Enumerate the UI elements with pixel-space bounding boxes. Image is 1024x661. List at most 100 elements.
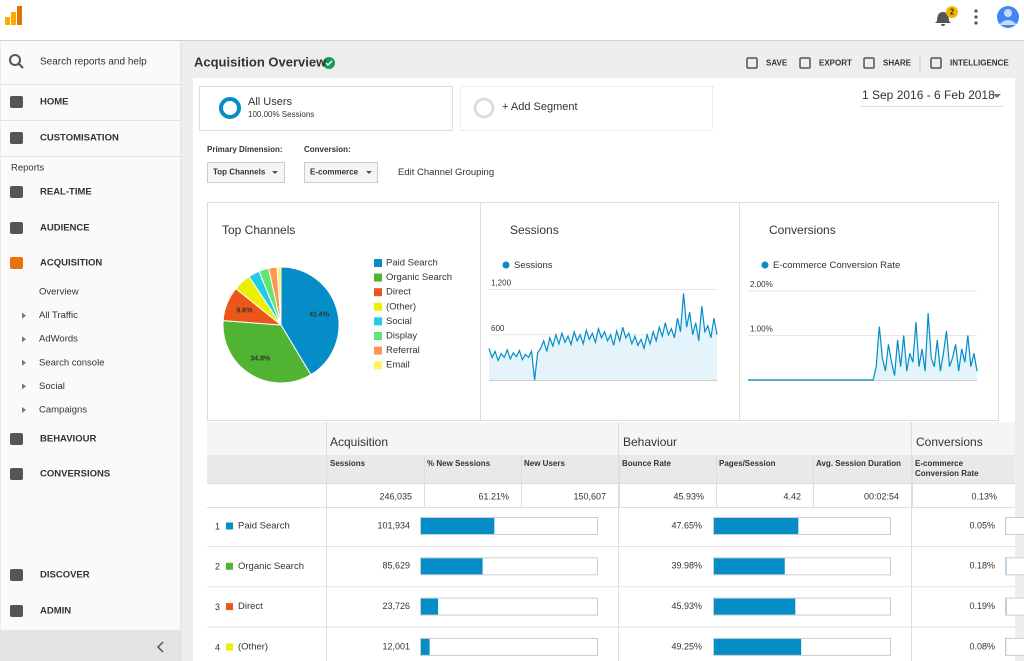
- cell-value: 0.19%: [969, 601, 995, 611]
- y-tick-label: 600: [491, 324, 505, 333]
- cell-value: 0.18%: [969, 561, 995, 571]
- bar: [421, 558, 483, 575]
- date-range[interactable]: 1 Sep 2016 - 6 Feb 2018: [862, 88, 995, 102]
- sidebar: [0, 39, 182, 661]
- conversion-dropdown[interactable]: [304, 162, 378, 183]
- badge-count: 2: [950, 8, 955, 17]
- search-input[interactable]: Search reports and help: [40, 57, 147, 68]
- legend-swatch: [374, 273, 382, 282]
- nav-item[interactable]: HOME: [40, 97, 69, 108]
- column-header: Avg. Session Duration: [816, 459, 902, 468]
- action-button[interactable]: EXPORT: [819, 59, 852, 68]
- nav-item[interactable]: DISCOVER: [40, 570, 90, 581]
- bar: [714, 518, 799, 534]
- legend-swatch: [374, 259, 382, 267]
- expand-arrow: [22, 407, 26, 413]
- nav-item[interactable]: CONVERSIONS: [40, 469, 110, 480]
- control-label: Conversion:: [304, 145, 351, 154]
- pie-slice: [276, 266, 282, 326]
- legend-swatch: [374, 317, 382, 326]
- nav-item[interactable]: ACQUISITION: [40, 258, 102, 269]
- avatar-head: [1004, 9, 1012, 17]
- collapse-bar[interactable]: [0, 630, 181, 661]
- total-value: 00:02:54: [864, 491, 899, 501]
- segment-name: All Users: [248, 96, 293, 108]
- column-header-box: % New Sessions: [427, 459, 490, 468]
- channel-link[interactable]: (Other): [238, 641, 268, 652]
- nav-icon: [10, 222, 23, 234]
- y-tick-label: 1,200: [491, 279, 512, 288]
- account-selector[interactable]: [30, 0, 165, 38]
- dropdown-value[interactable]: Top Channels: [213, 168, 266, 177]
- add-segment[interactable]: + Add Segment: [502, 101, 578, 113]
- sub-nav-item[interactable]: Search console: [39, 357, 104, 368]
- expand-arrow: [22, 359, 26, 366]
- control-label: Primary Dimension:: [207, 145, 283, 154]
- bar: [421, 598, 439, 615]
- channel-link[interactable]: Organic Search: [238, 561, 304, 572]
- channel-swatch: [226, 562, 233, 570]
- chart-title: Top Channels: [222, 223, 295, 237]
- legend-label: Sessions: [514, 260, 553, 271]
- legend-label: Paid Search: [386, 258, 438, 269]
- badge: [946, 6, 958, 18]
- add-segment-ring: [473, 97, 495, 119]
- sub-nav-item[interactable]: Social: [39, 381, 65, 392]
- row-index: 2: [215, 562, 220, 572]
- sub-nav-item[interactable]: AdWords: [39, 334, 78, 345]
- group-header: Conversions: [916, 435, 983, 449]
- nav-item[interactable]: ADMIN: [40, 606, 71, 617]
- cell-value: 85,629: [382, 561, 410, 571]
- collapse-icon: [156, 641, 164, 653]
- total-value: 246,035: [379, 491, 412, 501]
- bar-track: [420, 637, 598, 656]
- nav-icon: [10, 605, 23, 617]
- slice-label: 9.6%: [236, 307, 253, 314]
- nav-item[interactable]: CUSTOMISATION: [40, 133, 119, 144]
- sub-nav-item[interactable]: Campaigns: [39, 405, 87, 416]
- expand-arrow: [22, 312, 26, 319]
- group-header: Acquisition: [330, 435, 388, 449]
- dropdown-value[interactable]: E-commerce: [310, 168, 359, 177]
- column-header: Bounce Rate: [622, 459, 671, 468]
- dimension-dropdown[interactable]: [207, 162, 285, 183]
- cell-value: 49.25%: [671, 641, 702, 651]
- add-segment-card[interactable]: [460, 86, 713, 131]
- channel-swatch: [226, 643, 233, 651]
- nav-icon: [10, 433, 23, 445]
- legend-label: Social: [386, 316, 412, 327]
- nav-item[interactable]: AUDIENCE: [40, 223, 90, 234]
- link[interactable]: Edit Channel Grouping: [398, 167, 494, 178]
- action-button[interactable]: SAVE: [766, 59, 788, 68]
- bar: [421, 638, 430, 655]
- channel-link[interactable]: Direct: [238, 601, 263, 612]
- action-button[interactable]: SHARE: [883, 59, 912, 68]
- pie-slice: [280, 266, 340, 376]
- more-icon[interactable]: [974, 9, 978, 25]
- nav-item[interactable]: BEHAVIOUR: [40, 434, 96, 445]
- segment-card[interactable]: [199, 86, 453, 131]
- action-icon: [930, 57, 942, 69]
- cell-value: 0.08%: [969, 641, 995, 651]
- bell-icon[interactable]: [935, 12, 951, 26]
- action-button[interactable]: INTELLIGENCE: [950, 59, 1009, 68]
- verified-check: [325, 60, 333, 67]
- bar-track: [1005, 557, 1024, 576]
- dropdown-caret: [272, 171, 278, 174]
- sub-nav-item[interactable]: All Traffic: [39, 310, 78, 321]
- bar-track: [1005, 517, 1024, 535]
- nav-item[interactable]: REAL-TIME: [40, 187, 92, 198]
- row-index: 4: [215, 642, 220, 652]
- legend-dot: [761, 261, 769, 269]
- legend-swatch: [374, 346, 382, 355]
- column-header: New Users: [524, 459, 565, 468]
- cell-value: 23,726: [382, 601, 410, 611]
- bar-track: [420, 597, 598, 616]
- sub-nav-item[interactable]: Overview: [39, 287, 79, 298]
- page-title: Acquisition Overview: [194, 54, 327, 69]
- channel-link[interactable]: Paid Search: [238, 521, 290, 532]
- total-value: 61.21%: [478, 491, 509, 501]
- column-header: E-commerce Conversion Rate: [915, 459, 979, 478]
- total-value: 4.42: [783, 491, 801, 501]
